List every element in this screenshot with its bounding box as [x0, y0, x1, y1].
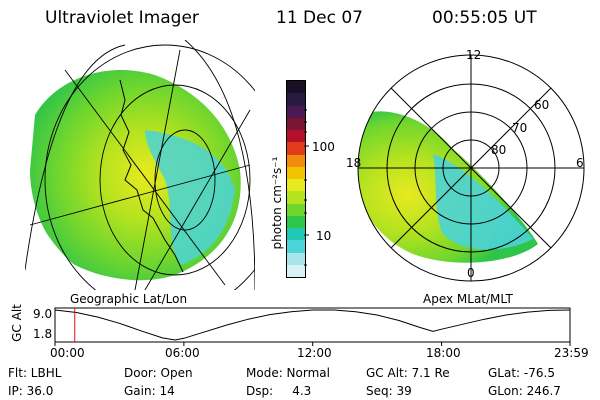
colorbar-tick-100: 100	[312, 140, 335, 154]
info-gain: Gain: 14	[124, 384, 175, 398]
colorbar-strips	[287, 81, 305, 277]
mlt-label-12: 12	[466, 48, 482, 62]
alt-ytick-high: 9.0	[33, 307, 53, 321]
colorbar-strip	[287, 93, 305, 106]
alt-xtick-2359: 23:59	[554, 346, 589, 360]
colorbar-strip	[287, 264, 305, 277]
colorbar	[286, 80, 306, 278]
mlt-label-0: 0	[467, 266, 475, 280]
colorbar-strip	[287, 203, 305, 216]
polar-plot-panel	[357, 54, 585, 282]
info-mode: Mode: Normal	[246, 366, 330, 380]
info-dsp: Dsp: 4.3	[246, 384, 312, 398]
alt-plot-frame	[54, 307, 571, 343]
alt-xtick-0600: 06:00	[165, 346, 200, 360]
altitude-plot	[54, 307, 571, 346]
left-panel-caption: Geographic Lat/Lon	[70, 292, 188, 306]
lat-label-80: 80	[491, 143, 507, 157]
polar-grid	[357, 54, 585, 282]
colorbar-axis	[304, 109, 309, 266]
info-flt: Flt: LBHL	[8, 366, 62, 380]
instrument-title: Ultraviolet Imager	[45, 8, 199, 28]
colorbar-strip	[287, 179, 305, 192]
colorbar-strip	[287, 215, 305, 228]
geo-grid-lines	[25, 40, 255, 290]
alt-xtick-1200: 12:00	[297, 346, 332, 360]
mlt-label-18: 18	[346, 156, 362, 170]
colorbar-strip	[287, 81, 305, 94]
colorbar-strip	[287, 228, 305, 241]
colorbar-strip	[287, 240, 305, 253]
lat-label-70: 70	[512, 121, 528, 135]
lat-label-60: 60	[534, 98, 550, 112]
colorbar-strip	[287, 105, 305, 118]
colorbar-label: photon cm⁻²s⁻¹	[270, 156, 284, 250]
info-glon: GLon: 246.7	[488, 384, 561, 398]
info-seq: Seq: 39	[366, 384, 412, 398]
mlt-label-6: 6	[576, 156, 584, 170]
alt-ytick-low: 1.8	[33, 327, 53, 341]
info-glat: GLat: -76.5	[488, 366, 555, 380]
colorbar-strip	[287, 130, 305, 143]
coastline-geo	[119, 79, 184, 273]
aurora-cyan-polar	[433, 154, 533, 250]
time-label: 00:55:05 UT	[432, 8, 537, 28]
alt-series-line	[54, 309, 571, 341]
colorbar-strip	[287, 166, 305, 179]
colorbar-strip	[287, 142, 305, 155]
alt-xtick-0000: 00:00	[50, 346, 85, 360]
colorbar-strip	[287, 117, 305, 130]
colorbar-strip	[287, 154, 305, 167]
alt-xtick-1800: 18:00	[426, 346, 461, 360]
aurora-cyan-geo	[145, 130, 235, 265]
info-ip: IP: 36.0	[8, 384, 54, 398]
right-panel-caption: Apex MLat/MLT	[423, 292, 513, 306]
colorbar-tick-10: 10	[316, 229, 332, 243]
date-label: 11 Dec 07	[276, 8, 363, 28]
colorbar-strip	[287, 191, 305, 204]
geographic-map-panel	[25, 40, 255, 290]
colorbar-strip	[287, 252, 305, 265]
info-gc-alt: GC Alt: 7.1 Re	[366, 366, 450, 380]
info-door: Door: Open	[124, 366, 193, 380]
